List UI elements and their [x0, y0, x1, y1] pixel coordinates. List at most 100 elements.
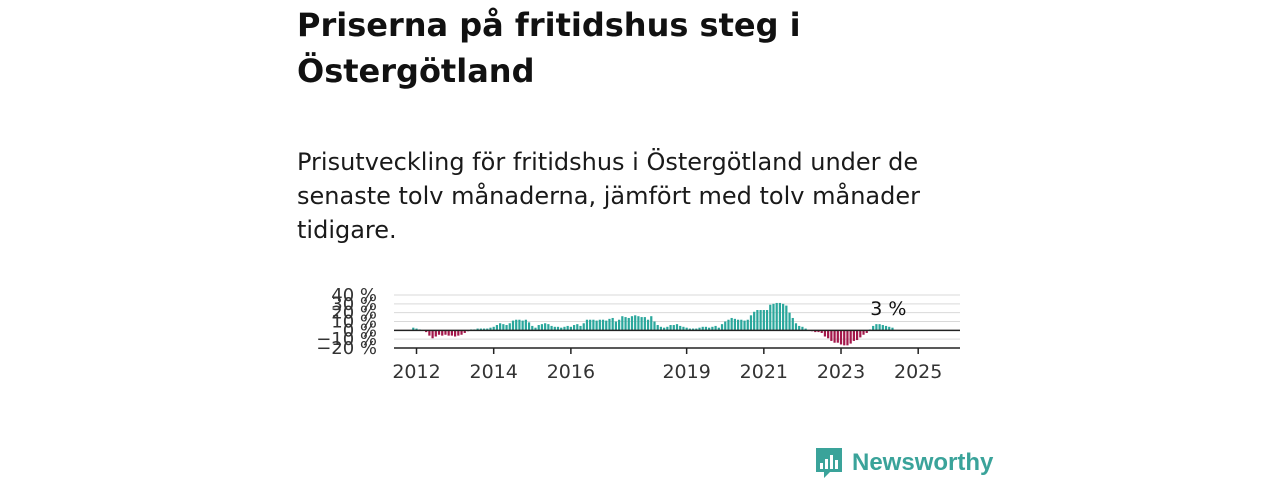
bar [701, 326, 704, 331]
x-tick-label: 2012 [392, 361, 440, 383]
bar [447, 330, 450, 336]
bar [569, 326, 572, 331]
bar [634, 315, 637, 331]
bar [582, 323, 585, 331]
bar [691, 328, 695, 331]
bar [765, 310, 769, 331]
axes [394, 329, 960, 349]
bar [862, 330, 865, 335]
bar [537, 325, 540, 331]
bar [743, 320, 746, 331]
bar [849, 330, 852, 344]
x-tick-label: 2019 [662, 361, 710, 383]
bar [460, 330, 463, 335]
bar [492, 326, 495, 331]
bar [563, 326, 566, 331]
x-tick-label: 2016 [547, 361, 595, 383]
bar [434, 330, 437, 337]
bar [646, 319, 650, 331]
bar [888, 326, 891, 331]
bar [788, 312, 791, 331]
bar [756, 310, 759, 331]
bar [769, 304, 772, 331]
bar [872, 325, 875, 331]
bar [618, 319, 621, 331]
bar [753, 311, 756, 331]
chart-title: Priserna på fritidshus steg i Östergötla… [297, 6, 801, 90]
bar [830, 330, 833, 341]
bar [859, 330, 862, 338]
bar [547, 324, 550, 331]
annotations: 3 % [870, 298, 906, 320]
bar [428, 330, 431, 336]
bar [827, 330, 830, 339]
bar [675, 324, 679, 331]
x-tick-label: 2014 [470, 361, 518, 383]
bar [785, 305, 788, 331]
bar [682, 326, 685, 331]
bar [839, 330, 843, 345]
bar [489, 327, 492, 331]
bar [453, 330, 457, 337]
bar [595, 320, 598, 331]
bar [804, 328, 807, 331]
bar [630, 316, 634, 331]
bar [746, 319, 749, 331]
bar [817, 330, 820, 333]
bar [572, 325, 576, 331]
bar [801, 326, 804, 331]
bar [457, 330, 460, 336]
bar [585, 319, 589, 331]
bar [720, 324, 724, 331]
bar [579, 325, 582, 331]
bar [698, 327, 701, 331]
y-tick-label: −10 % [316, 329, 377, 350]
bar [553, 326, 556, 331]
bar [846, 330, 849, 346]
bar [412, 327, 415, 331]
bar [425, 330, 428, 333]
bar [775, 302, 778, 331]
bar [621, 316, 624, 331]
bar [836, 330, 839, 343]
bar [711, 326, 714, 331]
bar [499, 323, 502, 331]
x-tick-label: 2025 [894, 361, 942, 383]
y-tick-label: 10 % [331, 312, 377, 333]
bar [450, 330, 453, 336]
bar [505, 325, 508, 331]
bar [724, 321, 727, 331]
bar [659, 326, 663, 331]
bar [891, 327, 894, 331]
bar [624, 317, 627, 331]
bar [798, 325, 801, 331]
bar [708, 327, 711, 331]
bar [531, 325, 534, 331]
bar [749, 315, 753, 331]
chart-subtitle: Prisutveckling för fritidshus i Östergöt… [297, 148, 920, 244]
bar [730, 317, 733, 331]
bar [560, 327, 563, 331]
bar [431, 330, 434, 339]
y-tick-label: 30 % [331, 294, 377, 315]
bar [852, 330, 855, 341]
bar [823, 330, 827, 337]
last-value-label: 3 % [870, 298, 906, 320]
y-tick-label: 0 % [343, 320, 377, 341]
bar [605, 320, 608, 331]
bar [794, 323, 798, 331]
bar [875, 324, 878, 331]
bar [518, 319, 521, 331]
bar [656, 325, 659, 331]
bar [672, 325, 675, 331]
bar [736, 319, 740, 331]
bar [688, 328, 691, 331]
bar [576, 324, 579, 331]
bar [778, 302, 782, 331]
bar [502, 324, 505, 331]
bar [511, 320, 515, 331]
bar [685, 327, 688, 331]
bar [843, 330, 846, 346]
bars [412, 302, 894, 346]
